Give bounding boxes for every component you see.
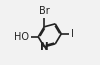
Text: Br: Br <box>39 6 50 16</box>
Text: N: N <box>40 42 49 52</box>
Text: I: I <box>71 29 74 39</box>
Text: HO: HO <box>14 32 29 42</box>
